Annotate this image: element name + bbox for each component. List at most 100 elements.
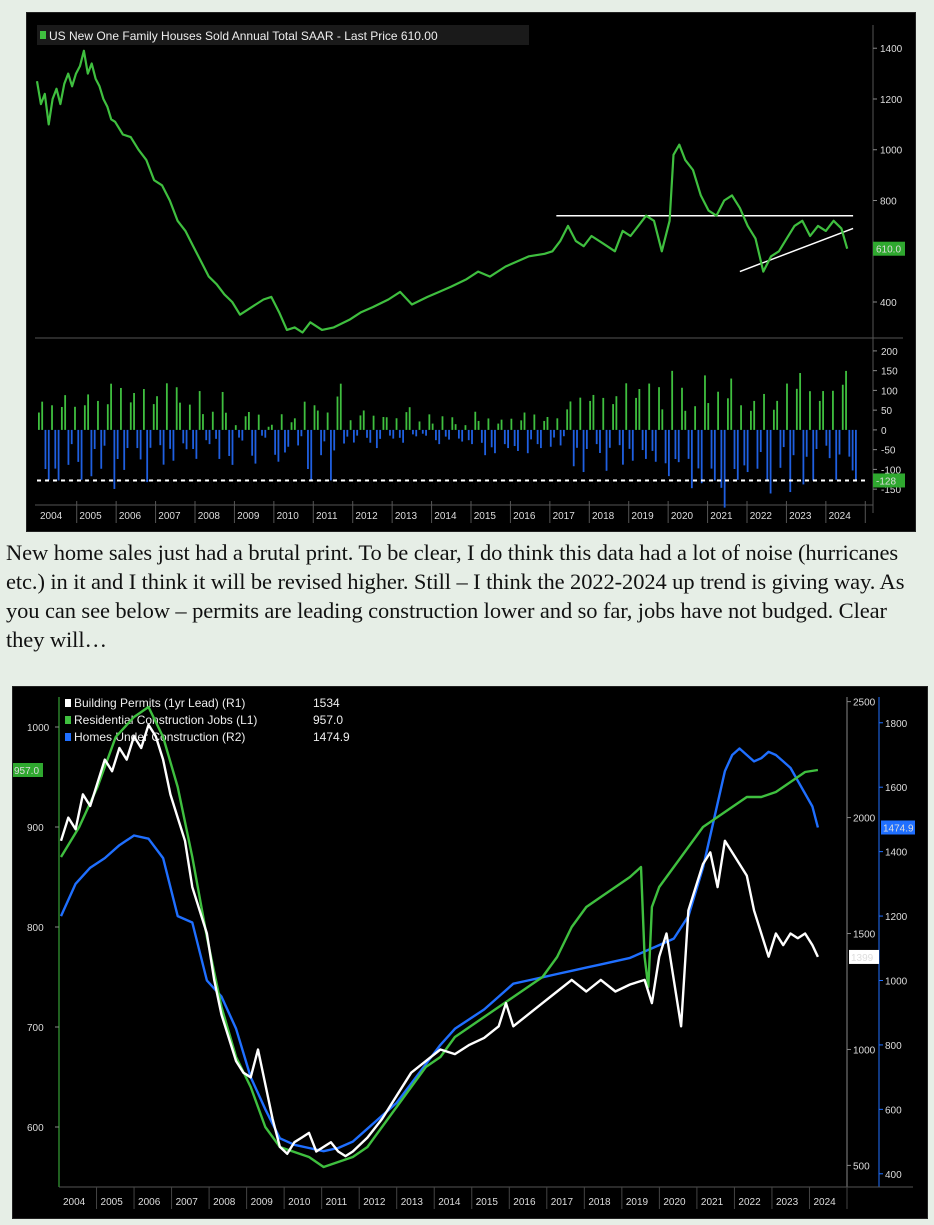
change-bar	[625, 383, 628, 430]
change-bar	[369, 429, 372, 443]
change-bar	[110, 383, 112, 430]
change-bar	[553, 429, 555, 438]
change-bar	[818, 400, 821, 430]
change-bar	[457, 429, 460, 439]
change-bar	[149, 429, 152, 448]
change-bar	[464, 425, 467, 430]
change-bar	[556, 418, 559, 430]
change-bar	[549, 429, 552, 447]
y-tick-label: 400	[880, 298, 897, 309]
x-tick-label: 2014	[438, 1197, 461, 1208]
change-bar	[257, 414, 260, 430]
x-tick-label: 2020	[663, 1197, 686, 1208]
change-bar	[389, 429, 391, 436]
change-bar	[710, 429, 713, 469]
x-tick-label: 2007	[176, 1197, 199, 1208]
change-bar	[444, 429, 447, 437]
x-tick-label: 2016	[513, 1197, 536, 1208]
right2-tag: 1474.9	[883, 824, 914, 835]
construction-svg: Building Permits (1yr Lead) (R1) 1534 Resi…	[13, 696, 915, 1209]
series-line-right1	[59, 723, 819, 1158]
change-bar	[330, 429, 332, 481]
change-bar	[825, 429, 828, 446]
sales-line	[35, 49, 849, 334]
change-bar	[674, 429, 677, 459]
change-bar	[602, 397, 605, 430]
change-bar	[832, 390, 834, 430]
change-bar	[129, 402, 132, 430]
change-bar	[822, 391, 824, 430]
x-tick-label: 2009	[237, 511, 260, 522]
change-bar	[772, 409, 775, 430]
left-tick-label: 700	[27, 1023, 44, 1034]
bar-y-tick-label: -50	[881, 446, 896, 457]
y-tick-label: 1000	[880, 146, 903, 157]
change-bar	[582, 429, 585, 473]
change-bar	[385, 417, 388, 430]
bar-last-tag-bg	[873, 473, 905, 488]
change-bar	[855, 429, 857, 481]
change-bar	[566, 409, 569, 430]
change-bar	[497, 423, 500, 430]
x-tick-label: 2019	[631, 511, 654, 522]
change-bar	[480, 429, 483, 443]
change-bar	[694, 406, 697, 430]
change-bar	[277, 429, 280, 462]
change-bar	[146, 429, 149, 483]
legend-swatch	[65, 733, 71, 741]
change-bar	[57, 429, 60, 481]
change-bar	[402, 429, 405, 443]
change-bar	[448, 429, 450, 440]
change-bar	[270, 424, 273, 430]
change-bar	[211, 411, 214, 430]
change-bar	[766, 429, 769, 480]
change-bar	[228, 429, 231, 456]
change-bar	[540, 429, 542, 449]
legend-label: Building Permits (1yr Lead) (R1)	[74, 696, 245, 710]
change-bar	[346, 429, 349, 437]
change-bar	[736, 429, 739, 480]
change-bar	[136, 429, 139, 449]
legend-label: Residential Construction Jobs (L1)	[74, 713, 257, 727]
left-tick-label: 900	[27, 823, 44, 834]
change-bar	[221, 391, 224, 430]
change-bar	[156, 396, 158, 430]
change-bar	[238, 429, 240, 438]
change-bar	[398, 429, 401, 438]
change-bar	[218, 429, 221, 459]
change-bar	[690, 429, 693, 489]
change-bar	[687, 429, 690, 459]
change-bar	[763, 393, 765, 430]
x-tick-label: 2012	[355, 511, 378, 522]
change-bar	[74, 406, 76, 430]
x-tick-label: 2012	[363, 1197, 386, 1208]
change-bar	[759, 429, 762, 453]
change-bar	[97, 400, 99, 430]
change-bar	[142, 389, 145, 430]
change-bar	[247, 411, 250, 430]
change-bar	[303, 401, 306, 430]
x-tick-label: 2023	[789, 511, 812, 522]
change-bar	[595, 429, 598, 445]
y-tick-label: 1400	[880, 44, 903, 55]
change-bar	[638, 389, 641, 430]
legend-box	[37, 25, 529, 45]
legend-swatch	[40, 31, 46, 39]
legend-swatch	[65, 716, 71, 724]
change-bar	[320, 429, 322, 456]
change-bar	[572, 429, 575, 467]
change-bar	[67, 429, 70, 465]
change-bar	[120, 387, 122, 430]
change-bar	[592, 394, 595, 430]
change-bar	[225, 412, 227, 430]
change-bar	[339, 383, 342, 430]
change-bar	[100, 429, 103, 469]
change-bar	[799, 373, 802, 430]
change-bar	[520, 420, 523, 430]
change-bar	[490, 429, 493, 448]
x-tick-label: 2013	[401, 1197, 424, 1208]
change-bar	[254, 429, 257, 464]
x-tick-label: 2010	[277, 511, 300, 522]
change-bar	[530, 429, 532, 440]
change-bar	[392, 429, 395, 439]
